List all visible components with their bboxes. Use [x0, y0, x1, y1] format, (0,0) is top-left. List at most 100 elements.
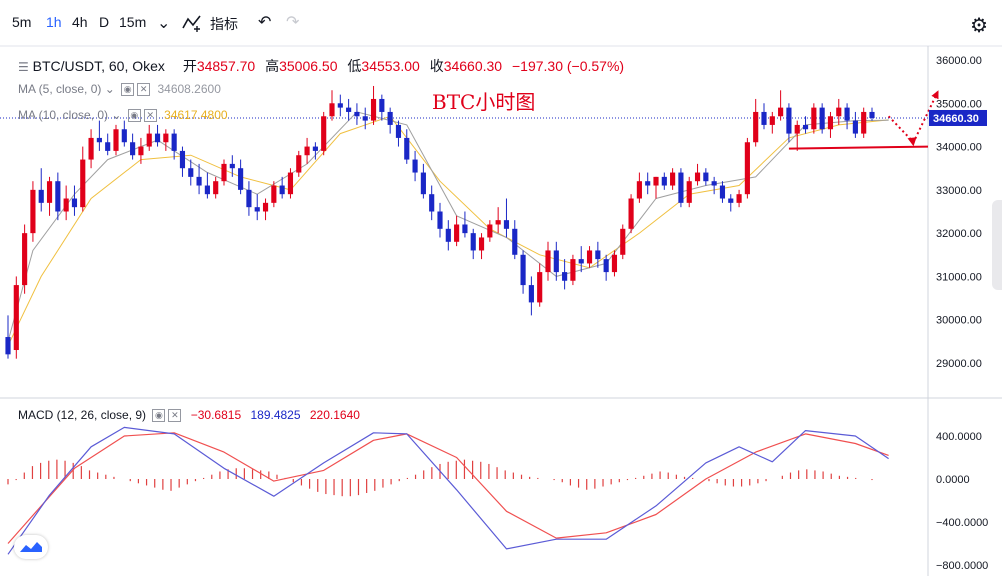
eye-icon[interactable]: ◉ [121, 83, 135, 97]
settings-icon[interactable]: ⚙ [970, 15, 988, 37]
candle-body [744, 142, 750, 195]
toolbar: 5m 1h 4h D 15m ⌄ 指标 ↶ ↷ ⚙ [0, 0, 1002, 46]
candle-body [778, 107, 784, 117]
high-value: 35006.50 [279, 58, 338, 74]
candle-body [578, 259, 584, 264]
close-icon[interactable]: ✕ [168, 409, 182, 423]
candle-body [395, 124, 402, 138]
candle-body [154, 133, 161, 143]
last-price-text: 34660.30 [933, 113, 979, 125]
interval-d-button[interactable]: D [99, 14, 110, 30]
candle-body [362, 116, 368, 121]
candle-body [653, 176, 659, 186]
macd-line-value: 189.4825 [250, 408, 301, 422]
price-axis: 36000.00 35000.00 34000.00 33000.00 32000.00… [936, 55, 982, 370]
candle-body [728, 198, 734, 203]
candle-body [246, 189, 252, 208]
candle-body [819, 107, 825, 130]
interval-5m-button[interactable]: 5m [12, 14, 32, 30]
candle-body [570, 259, 576, 281]
candle-body [437, 211, 443, 229]
candle-body [296, 155, 302, 173]
candle-body [229, 163, 235, 169]
candle-body [337, 103, 343, 108]
close-icon[interactable]: ✕ [143, 109, 157, 123]
redo-icon[interactable]: ↷ [286, 14, 300, 31]
open-value: 34857.70 [196, 58, 256, 74]
close-label: 收 [429, 58, 444, 74]
candle-body [287, 172, 294, 195]
candle-body [63, 198, 69, 212]
close-value: 34660.30 [443, 58, 503, 74]
candle-body [13, 285, 19, 351]
price-tick-label: 34000.00 [936, 142, 982, 154]
candle-body [495, 220, 501, 225]
close-icon[interactable]: ✕ [137, 83, 151, 97]
candle-body [520, 254, 526, 286]
interval-1h-button[interactable]: 1h [46, 14, 62, 30]
candle-body [346, 107, 352, 112]
candle-body [354, 111, 360, 117]
indicators-button[interactable]: 指标 [210, 16, 238, 32]
candle-body [188, 168, 194, 177]
eye-icon[interactable]: ◉ [127, 109, 141, 123]
symbol-label: BTC/USDT, 60, Okex [32, 58, 165, 74]
price-tick-label: 29000.00 [936, 358, 982, 370]
candle-body [121, 129, 127, 143]
candle-body [88, 137, 94, 160]
candle-body [329, 103, 335, 117]
projection-arrowhead [931, 90, 939, 100]
price-tick-label: 31000.00 [936, 271, 982, 283]
candle-body [603, 259, 609, 273]
indicators-icon[interactable] [182, 13, 204, 38]
interval-15m-button[interactable]: 15m [119, 14, 147, 30]
candle-body [179, 150, 186, 169]
macd-signal-line [7, 432, 889, 544]
candle-body [196, 176, 202, 186]
candle-body [22, 233, 28, 286]
chevron-down-icon[interactable]: ⌄ [157, 15, 171, 32]
chevron-down-icon[interactable]: ⌄ [104, 82, 115, 96]
candle-body [130, 142, 136, 156]
candle-body [512, 228, 518, 255]
side-panel-handle[interactable] [992, 200, 1002, 290]
candle-body [620, 228, 626, 255]
candle-body [213, 181, 219, 195]
eye-icon[interactable]: ◉ [152, 409, 166, 423]
macd-legend: MACD (12, 26, close, 9) ◉ ✕ −30.6815 189.… [18, 408, 360, 423]
macd-axis: 400.0000 0.0000 −400.0000 −800.0000 [936, 431, 988, 572]
macd-histogram [7, 459, 873, 497]
interval-4h-button[interactable]: 4h [72, 14, 88, 30]
candle-body [861, 111, 867, 134]
candle-body [279, 185, 285, 195]
candle-body [528, 285, 534, 303]
candle-body [719, 185, 726, 199]
projection-arrow [887, 89, 940, 147]
candle-body [238, 168, 244, 190]
undo-icon[interactable]: ↶ [258, 14, 272, 31]
candle-body [586, 250, 593, 264]
macd-tick-label: −800.0000 [936, 560, 988, 572]
candle-body [387, 111, 393, 125]
candle-body [46, 181, 53, 203]
candle-body [30, 189, 36, 234]
symbol-icon: ☰ [18, 60, 29, 74]
candle-body [537, 272, 543, 303]
candle-body [454, 224, 460, 242]
tradingview-logo[interactable] [14, 535, 48, 559]
candle-body [55, 181, 61, 212]
price-tick-label: 33000.00 [936, 185, 982, 197]
macd-histogram-value: −30.6815 [190, 408, 242, 422]
macd-line [7, 426, 889, 555]
candle-body [769, 116, 775, 125]
candle-body [794, 124, 800, 134]
candle-body [678, 172, 684, 203]
candle-body [420, 172, 426, 195]
annotation-title: BTC小时图 [432, 90, 536, 114]
candle-body [262, 202, 269, 212]
chevron-down-icon[interactable]: ⌄ [111, 108, 122, 122]
candle-body [5, 337, 11, 355]
low-value: 34553.00 [361, 58, 420, 74]
candle-body [869, 111, 875, 119]
